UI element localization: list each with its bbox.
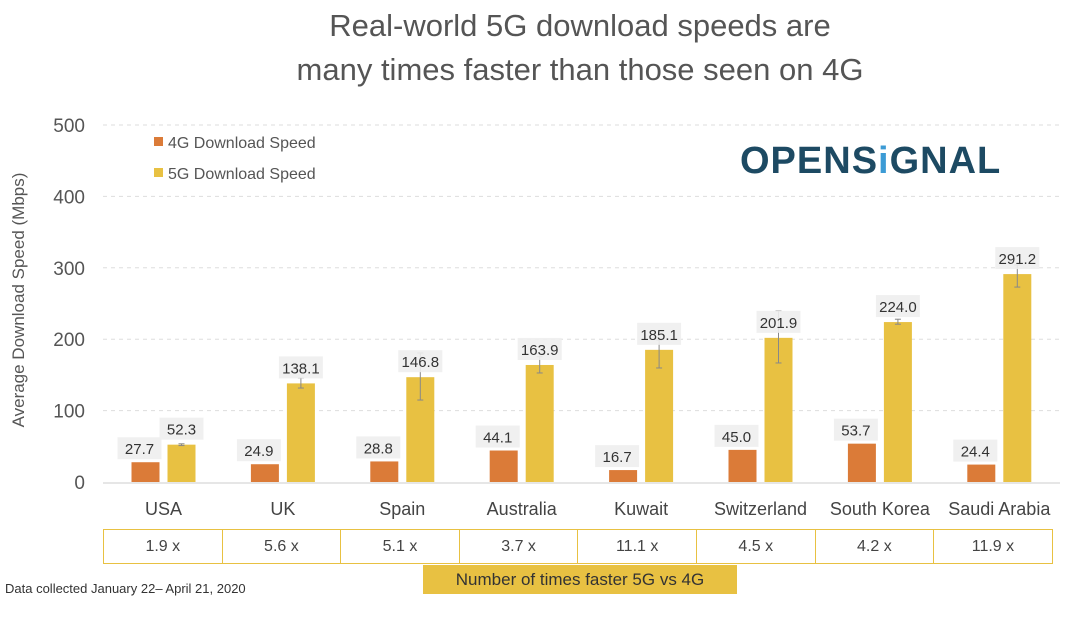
data-label: 224.0 <box>879 299 917 316</box>
data-label-bg <box>756 310 801 333</box>
data-label: 146.8 <box>402 354 440 371</box>
bar-4g <box>609 470 638 482</box>
legend-swatch-5g <box>154 168 163 177</box>
bar-4g <box>489 450 518 482</box>
data-label: 24.9 <box>244 443 273 460</box>
multiplier-cell: 4.5 x <box>697 530 816 563</box>
data-label-bg <box>475 425 520 448</box>
legend-label: 4G Download Speed <box>168 135 316 152</box>
data-label-bg <box>517 337 562 360</box>
data-label-bg <box>714 424 759 447</box>
data-label-bg <box>595 445 640 468</box>
title-line-1: Real-world 5G download speeds are <box>329 8 831 43</box>
data-label-bg <box>953 439 998 462</box>
x-tick-label: Switzerland <box>714 499 807 519</box>
data-label: 185.1 <box>640 327 678 344</box>
bar-4g <box>847 443 876 482</box>
opensignal-logo: OPENSiGNAL <box>740 140 1002 182</box>
data-label: 53.7 <box>841 423 870 440</box>
x-tick-label: Saudi Arabia <box>948 499 1051 519</box>
y-tick-label: 400 <box>53 187 85 208</box>
chart-title: Real-world 5G download speeds are many t… <box>0 4 1080 92</box>
x-tick-label: Australia <box>487 499 558 519</box>
bar-4g <box>967 464 996 482</box>
data-label: 28.8 <box>364 440 393 457</box>
y-tick-label: 200 <box>53 330 85 351</box>
y-tick-label: 500 <box>53 116 85 137</box>
data-label-bg <box>356 436 401 459</box>
data-label-bg <box>117 437 162 460</box>
bar-5g <box>645 349 674 482</box>
y-tick-label: 300 <box>53 259 85 280</box>
bar-5g <box>1003 274 1032 482</box>
data-label: 291.2 <box>999 251 1037 268</box>
legend-swatch-4g <box>154 137 163 146</box>
multiplier-cell: 3.7 x <box>460 530 579 563</box>
multiplier-table: 1.9 x 5.6 x 5.1 x 3.7 x 11.1 x 4.5 x 4.2 x 11.9… <box>103 529 1053 564</box>
bar-5g <box>883 322 912 482</box>
y-axis-label: Average Download Speed (Mbps) <box>9 173 28 428</box>
x-tick-label: South Korea <box>830 499 931 519</box>
multiplier-cell: 11.9 x <box>971 538 1015 555</box>
data-label: 52.3 <box>167 422 196 439</box>
multiplier-cell: 5.6 x <box>223 530 342 563</box>
data-label-bg <box>236 439 281 462</box>
bar-5g <box>167 444 196 482</box>
data-label: 24.4 <box>961 444 990 461</box>
data-label-bg <box>278 356 323 379</box>
bar-4g <box>728 449 757 482</box>
data-label: 201.9 <box>760 315 798 332</box>
bar-4g <box>131 462 160 482</box>
data-label: 163.9 <box>521 342 559 359</box>
multiplier-cell: 11.1 x <box>578 530 697 563</box>
data-label: 138.1 <box>282 360 320 377</box>
data-label: 16.7 <box>602 449 631 466</box>
data-label-bg <box>159 417 204 440</box>
y-tick-label: 0 <box>74 473 85 494</box>
bar-5g <box>286 383 315 482</box>
x-tick-label: Kuwait <box>614 499 668 519</box>
bar-5g <box>525 364 554 482</box>
legend-label: 5G Download Speed <box>168 166 316 183</box>
data-label-bg <box>398 350 443 373</box>
data-label-bg <box>875 295 920 318</box>
multiplier-caption: Number of times faster 5G vs 4G <box>423 565 737 594</box>
title-line-2: many times faster than those seen on 4G <box>296 52 864 87</box>
x-tick-label: UK <box>270 499 295 519</box>
x-tick-label: USA <box>145 499 182 519</box>
data-label-bg <box>995 247 1040 270</box>
multiplier-cell: 4.2 x <box>816 530 935 563</box>
data-label: 27.7 <box>125 441 154 458</box>
footnote: Data collected January 22– April 21, 202… <box>5 581 246 596</box>
bar-4g <box>250 464 279 482</box>
data-label-bg <box>833 418 878 441</box>
data-label: 45.0 <box>722 429 751 446</box>
data-label: 44.1 <box>483 430 512 447</box>
data-label-bg <box>637 322 682 345</box>
multiplier-cell: 1.9 x <box>104 530 223 563</box>
x-tick-label: Spain <box>379 499 425 519</box>
bar-4g <box>370 461 399 482</box>
multiplier-cell: 5.1 x <box>341 530 460 563</box>
y-tick-label: 100 <box>53 402 85 423</box>
